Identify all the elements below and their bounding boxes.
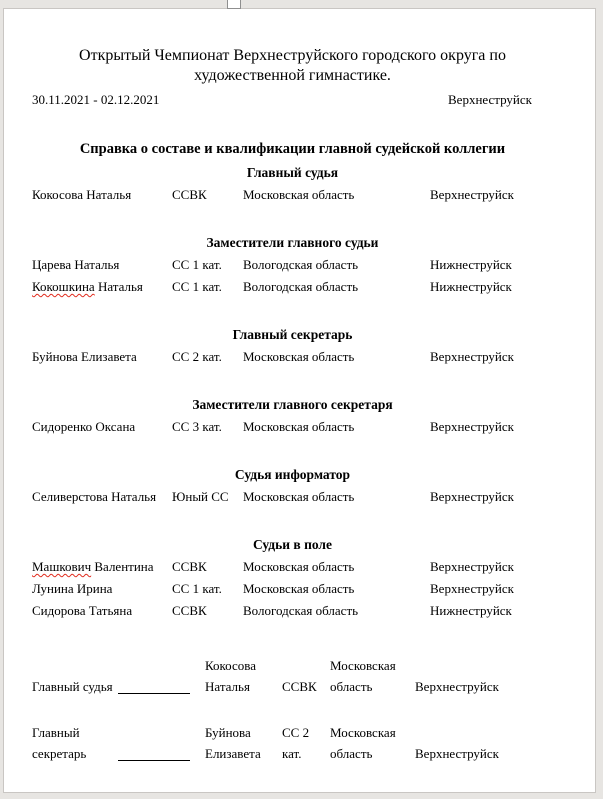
signature-city: Верхнеструйск xyxy=(415,746,499,761)
signature-region: Московская область xyxy=(330,658,396,694)
judge-row: Кокосова Наталья ССВК Московская область… xyxy=(32,184,553,205)
signature-city: Верхнеструйск xyxy=(415,679,499,694)
judge-category: СС 1 кат. xyxy=(172,581,222,596)
judge-section: Главный судья Кокосова Наталья ССВК Моск… xyxy=(32,162,553,205)
document-title: Открытый Чемпионат Верхнеструйского горо… xyxy=(32,46,553,86)
judge-region: Московская область xyxy=(243,349,355,364)
judge-category: ССВК xyxy=(172,559,207,574)
judge-name: Буйнова Елизавета xyxy=(32,349,137,364)
signature-name: Кокосова Наталья xyxy=(205,658,257,694)
judge-city: Верхнеструйск xyxy=(430,419,514,434)
signature-region: Московская область xyxy=(330,725,396,761)
judge-category: СС 3 кат. xyxy=(172,419,222,434)
judge-name: Машкович Валентина xyxy=(32,559,154,574)
date-row: 30.11.2021 - 02.12.2021 Верхнеструйск xyxy=(32,89,553,110)
section-rows: Селиверстова Наталья Юный СС Московская … xyxy=(32,486,553,507)
judge-row: Сидорова Татьяна ССВК Вологодская област… xyxy=(32,600,553,621)
misspelled-word: Машкович xyxy=(32,559,92,574)
judge-name: Царева Наталья xyxy=(32,257,120,272)
signature-role: Главный судья xyxy=(32,679,113,694)
section-heading: Главный секретарь xyxy=(232,327,353,342)
signature-block: Главный судья Кокосова Наталья ССВК Моск… xyxy=(32,655,553,764)
report-title: Справка о составе и квалификации главной… xyxy=(79,141,506,157)
section-rows: Царева Наталья СС 1 кат. Вологодская обл… xyxy=(32,254,553,297)
section-heading: Заместители главного судьи xyxy=(206,235,379,250)
document-title-line1: Открытый Чемпионат Верхнеструйского горо… xyxy=(79,47,506,64)
judge-city: Верхнеструйск xyxy=(430,581,514,596)
misspelled-word: Кокошкина xyxy=(32,279,95,294)
section-rows: Буйнова Елизавета СС 2 кат. Московская о… xyxy=(32,346,553,367)
signature-row: Главный секретарь Буйнова Елизавета СС 2… xyxy=(32,722,553,764)
judge-city: Верхнеструйск xyxy=(430,489,514,504)
document-page[interactable]: Открытый Чемпионат Верхнеструйского горо… xyxy=(3,8,596,793)
judge-row: Лунина Ирина СС 1 кат. Московская област… xyxy=(32,578,553,599)
section-heading: Судьи в поле xyxy=(252,537,333,552)
section-rows: Сидоренко Оксана СС 3 кат. Московская об… xyxy=(32,416,553,437)
judge-name: Сидоренко Оксана xyxy=(32,419,136,434)
judge-region: Московская область xyxy=(243,187,355,202)
judge-name: Кокошкина Наталья xyxy=(32,279,143,294)
judge-region: Московская область xyxy=(243,489,355,504)
judge-section: Заместители главного секретаря Сидоренко… xyxy=(32,394,553,437)
event-city: Верхнеструйск xyxy=(448,92,532,107)
signature-role: Главный секретарь xyxy=(32,725,87,761)
judge-city: Нижнеструйск xyxy=(430,257,512,272)
judge-name: Кокосова Наталья xyxy=(32,187,132,202)
event-date-range: 30.11.2021 - 02.12.2021 xyxy=(32,92,160,107)
judge-row: Селиверстова Наталья Юный СС Московская … xyxy=(32,486,553,507)
judge-row: Сидоренко Оксана СС 3 кат. Московская об… xyxy=(32,416,553,437)
signature-line xyxy=(118,693,190,694)
signature-category: ССВК xyxy=(282,679,317,694)
page-gap-marker-icon xyxy=(227,0,241,9)
judge-city: Верхнеструйск xyxy=(430,349,514,364)
judge-city: Верхнеструйск xyxy=(430,187,514,202)
judge-name: Сидорова Татьяна xyxy=(32,603,133,618)
judge-region: Вологодская область xyxy=(243,603,359,618)
section-heading: Заместители главного секретаря xyxy=(192,397,393,412)
judge-category: СС 2 кат. xyxy=(172,349,222,364)
judge-city: Нижнеструйск xyxy=(430,603,512,618)
document-content: Открытый Чемпионат Верхнеструйского горо… xyxy=(4,9,595,764)
signature-row: Главный судья Кокосова Наталья ССВК Моск… xyxy=(32,655,553,697)
judge-region: Московская область xyxy=(243,581,355,596)
judge-region: Вологодская область xyxy=(243,257,359,272)
judge-city: Верхнеструйск xyxy=(430,559,514,574)
section-rows: Кокосова Наталья ССВК Московская область… xyxy=(32,184,553,205)
judge-row: Царева Наталья СС 1 кат. Вологодская обл… xyxy=(32,254,553,275)
judge-category: СС 1 кат. xyxy=(172,279,222,294)
section-rows: Машкович Валентина ССВК Московская облас… xyxy=(32,556,553,621)
judge-category: Юный СС xyxy=(172,489,229,504)
sections: Главный судья Кокосова Наталья ССВК Моск… xyxy=(32,162,553,621)
judge-section: Заместители главного судьи Царева Наталь… xyxy=(32,232,553,297)
section-heading: Главный судья xyxy=(246,165,339,180)
signature-line xyxy=(118,760,190,761)
judge-category: ССВК xyxy=(172,603,207,618)
signature-name: Буйнова Елизавета xyxy=(205,725,261,761)
judge-region: Московская область xyxy=(243,419,355,434)
judge-region: Московская область xyxy=(243,559,355,574)
judge-category: СС 1 кат. xyxy=(172,257,222,272)
judge-category: ССВК xyxy=(172,187,207,202)
document-title-line2: художественной гимнастике. xyxy=(194,67,391,84)
judge-city: Нижнеструйск xyxy=(430,279,512,294)
judge-section: Главный секретарь Буйнова Елизавета СС 2… xyxy=(32,324,553,367)
judge-row: Машкович Валентина ССВК Московская облас… xyxy=(32,556,553,577)
judge-name: Лунина Ирина xyxy=(32,581,113,596)
judge-section: Судьи в поле Машкович Валентина ССВК Мос… xyxy=(32,534,553,621)
judge-row: Кокошкина Наталья СС 1 кат. Вологодская … xyxy=(32,276,553,297)
signature-category: СС 2 кат. xyxy=(282,725,310,761)
judge-name: Селиверстова Наталья xyxy=(32,489,157,504)
judge-region: Вологодская область xyxy=(243,279,359,294)
judge-section: Судья информатор Селиверстова Наталья Юн… xyxy=(32,464,553,507)
judge-row: Буйнова Елизавета СС 2 кат. Московская о… xyxy=(32,346,553,367)
section-heading: Судья информатор xyxy=(234,467,351,482)
